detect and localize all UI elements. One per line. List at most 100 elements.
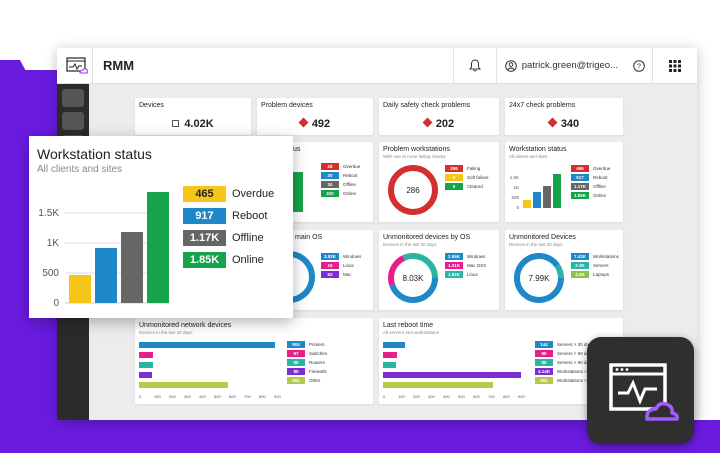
legend-offline[interactable]: 1.17K Offline [183,227,274,249]
card-title: Unmonitored network devices [139,322,232,329]
svg-text:800: 800 [503,394,510,399]
y-tick: 500 [511,195,519,200]
svg-text:300: 300 [184,394,191,399]
user-email: patrick.green@trigeo... [521,60,618,71]
24x7-check-card[interactable]: 24x7 check problems 340 [505,98,623,135]
unmonitored-network-card[interactable]: Unmonitored network devices Devices in t… [135,318,373,404]
server-status-chart [293,172,303,212]
unmonitored-network-legend: 904 Printers 97 Switches 95 Routers 85 Firew… [287,340,327,385]
workstation-status-legend: 465 Overdue 917 Reboot 1.17K Offline 1.85K O… [183,183,274,271]
user-menu[interactable]: patrick.green@trigeo... [497,48,626,84]
card-title: 24x7 check problems [509,102,576,109]
card-title: Devices [139,102,164,109]
svg-text:700: 700 [488,394,495,399]
app-grid-icon[interactable] [653,48,697,84]
problem-devices-value: 492 [311,118,331,130]
notification-bell-icon[interactable] [454,48,496,84]
workstation-status-zoom-card[interactable]: Workstation status All clients and sites… [29,136,293,318]
nav-item[interactable] [62,89,84,107]
unmonitored-by-os-donut [388,253,438,303]
bar-online [147,192,169,303]
workstation-status-bar-chart: 1.5K 1K 500 0 [38,192,169,309]
unmonitored-by-os-card[interactable]: Unmonitored devices by OS Devices in the… [379,230,499,310]
last-reboot-card[interactable]: Last reboot time All servers and worksta… [379,318,623,404]
card-title: Daily safety check problems [383,102,471,109]
zoom-card-title: Workstation status [37,146,152,162]
server-status-legend: 28 Overdue 30 Reboot 34 Offline 320 Online [321,162,360,198]
top-bar: RMM patrick.green@trigeo... ? [57,48,697,84]
problem-workstations-donut [388,165,438,215]
svg-text:500: 500 [458,394,465,399]
svg-text:500: 500 [214,394,221,399]
help-icon[interactable]: ? [626,59,652,72]
svg-text:700: 700 [244,394,251,399]
unmonitored-devices-legend: 7.42K Workstations 2.3K Servers 3.4K Laptop… [571,252,619,279]
rmm-logo-icon[interactable] [61,48,93,84]
card-subtitle: With one or more failing checks [383,154,446,159]
zoom-card-subtitle: All clients and sites [37,164,123,175]
legend-online[interactable]: 1.85K Online [183,249,274,271]
y-tick: 1K [47,238,60,249]
workstation-status-small-chart: 1.5K 1K 500 0 [510,174,561,210]
svg-text:900: 900 [518,394,525,399]
main-os-donut [288,251,315,303]
bar-overdue [69,275,91,303]
donut-center-value: 7.99K [528,274,550,283]
y-tick: 1.5K [38,208,59,219]
svg-text:0: 0 [383,394,386,399]
daily-safety-value: 202 [435,118,455,130]
svg-text:300: 300 [428,394,435,399]
card-title: Problem workstations [383,146,450,153]
24x7-check-value: 340 [560,118,580,130]
daily-safety-card[interactable]: Daily safety check problems 202 [379,98,499,135]
donut-center-value: 286 [406,186,420,195]
devices-card[interactable]: Devices 4.02K [135,98,251,135]
svg-text:200: 200 [169,394,176,399]
card-title: Unmonitored devices by OS [383,234,471,241]
dashboard: Devices 4.02K Problem devices 492 Daily … [135,98,695,420]
legend-overdue[interactable]: 465 Overdue [183,183,274,205]
card-subtitle: Devices in the last 30 days [509,242,563,247]
svg-text:600: 600 [473,394,480,399]
svg-text:200: 200 [413,394,420,399]
legend-reboot[interactable]: 917 Reboot [183,205,274,227]
svg-text:900: 900 [274,394,281,399]
rmm-window: RMM patrick.green@trigeo... ? [57,48,697,420]
unmonitored-devices-donut [514,253,564,303]
card-subtitle: Devices in the last 30 days [139,330,193,335]
bar-reboot [95,248,117,303]
alert-diamond-icon [547,117,558,128]
card-title-fragment: main OS [295,234,323,241]
card-title: Last reboot time [383,322,434,329]
svg-text:100: 100 [154,394,161,399]
alert-diamond-icon [298,117,309,128]
workstation-status-small-card[interactable]: Workstation status All clients and sites… [505,142,623,222]
problem-workstations-legend: 286 Failing 5 Soft failure 0 Cleared [445,164,489,191]
svg-text:800: 800 [259,394,266,399]
y-tick: 500 [42,268,59,279]
problem-workstations-card[interactable]: Problem workstations With one or more fa… [379,142,499,222]
app-title: RMM [103,58,135,73]
rmm-app-icon [587,337,694,444]
problem-devices-card[interactable]: Problem devices 492 [257,98,373,135]
card-subtitle: All servers and workstations [383,330,440,335]
card-title: Unmonitored Devices [509,234,576,241]
user-avatar-icon [504,59,517,72]
last-reboot-legend: 144 Servers > 30 days 95 Servers > 60 days… [535,340,604,385]
device-icon [172,120,180,127]
svg-text:400: 400 [199,394,206,399]
devices-value: 4.02K [184,118,214,130]
svg-text:?: ? [637,63,641,70]
card-title-fragment: us [293,146,301,153]
bar-offline [121,232,143,303]
nav-item[interactable] [62,112,84,130]
card-title: Problem devices [261,102,313,109]
donut-center-value: 8.03K [402,274,424,283]
unmonitored-by-os-legend: 2.55K Windows 1.31K Mac OSX 1.82K Linux [445,252,486,279]
unmonitored-devices-card[interactable]: Unmonitored Devices Devices in the last … [505,230,623,310]
y-tick: 0 [53,298,59,309]
y-tick: 1.5K [510,175,519,180]
svg-text:0: 0 [139,394,142,399]
y-tick: 1K [513,185,519,190]
workstation-status-small-legend: 465 Overdue 917 Reboot 1.17K Offline 1.85K O… [571,164,610,200]
